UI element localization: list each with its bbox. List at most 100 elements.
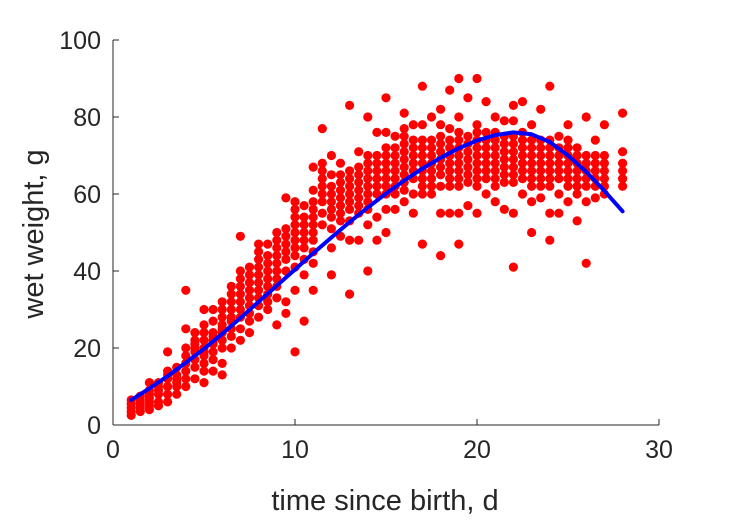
- data-point: [190, 328, 200, 338]
- data-point: [326, 197, 336, 207]
- data-point: [326, 181, 336, 191]
- data-point: [217, 320, 227, 330]
- data-point: [363, 266, 373, 276]
- x-tick-label: 20: [463, 436, 491, 464]
- data-point: [426, 112, 437, 122]
- data-point: [599, 158, 610, 168]
- data-point: [235, 289, 245, 299]
- data-point: [563, 166, 573, 176]
- data-point: [381, 166, 391, 176]
- data-point: [499, 170, 509, 180]
- data-point: [272, 293, 282, 303]
- data-point: [345, 100, 355, 110]
- data-point: [244, 262, 255, 272]
- data-point: [345, 197, 355, 207]
- data-point: [408, 189, 418, 199]
- data-point: [436, 170, 446, 180]
- data-point: [490, 174, 500, 184]
- data-point: [545, 166, 555, 176]
- data-point: [135, 406, 145, 417]
- data-point: [426, 174, 437, 184]
- data-point: [254, 312, 264, 322]
- data-point: [454, 174, 464, 184]
- data-point: [208, 316, 218, 326]
- data-point: [244, 328, 255, 338]
- data-point: [490, 143, 500, 153]
- data-point: [244, 278, 255, 288]
- data-point: [554, 208, 564, 218]
- data-point: [563, 181, 573, 191]
- data-point: [290, 243, 300, 253]
- data-point: [335, 208, 346, 218]
- data-point: [454, 150, 464, 161]
- data-point: [426, 181, 437, 191]
- data-point: [335, 185, 346, 195]
- data-point: [363, 112, 373, 122]
- y-axis-label: wet weight, g: [18, 149, 50, 319]
- data-point: [572, 174, 582, 184]
- data-point: [481, 97, 491, 107]
- data-point: [281, 193, 291, 203]
- data-point: [208, 355, 218, 365]
- data-point: [563, 143, 573, 153]
- data-point: [481, 189, 491, 199]
- data-point: [308, 220, 318, 230]
- data-point: [181, 285, 191, 295]
- data-point: [326, 212, 336, 222]
- data-point: [226, 331, 236, 341]
- data-point: [308, 204, 318, 214]
- data-point: [426, 166, 437, 176]
- data-point: [372, 212, 382, 222]
- data-point: [226, 343, 236, 353]
- data-point: [244, 316, 255, 326]
- data-point: [581, 150, 591, 161]
- data-point: [472, 181, 482, 191]
- data-point: [417, 239, 427, 249]
- data-point: [317, 189, 327, 199]
- data-point: [508, 208, 518, 218]
- data-point: [517, 158, 528, 168]
- data-point: [372, 235, 382, 245]
- data-point: [445, 135, 455, 145]
- data-point: [499, 204, 509, 214]
- data-point: [536, 181, 546, 191]
- data-point: [281, 224, 291, 234]
- data-point: [163, 397, 173, 407]
- data-point: [454, 239, 464, 249]
- data-point: [281, 297, 291, 307]
- data-point: [508, 262, 518, 272]
- data-point: [545, 208, 555, 218]
- data-point: [363, 174, 373, 184]
- data-point: [527, 181, 537, 191]
- data-point: [326, 243, 336, 253]
- data-point: [244, 285, 255, 295]
- data-point: [317, 174, 327, 184]
- data-point: [345, 204, 355, 214]
- data-point: [354, 147, 364, 157]
- data-point: [472, 127, 482, 137]
- data-point: [308, 258, 318, 268]
- data-point: [517, 166, 528, 176]
- data-point: [490, 197, 500, 207]
- data-point: [263, 239, 273, 249]
- data-point: [290, 235, 300, 245]
- data-point: [244, 270, 255, 280]
- data-point: [408, 208, 418, 218]
- data-point: [335, 158, 346, 168]
- data-point: [199, 378, 209, 388]
- data-point: [527, 197, 537, 207]
- data-point: [436, 139, 446, 149]
- data-point: [390, 143, 400, 153]
- data-point: [254, 247, 264, 257]
- data-point: [408, 143, 418, 153]
- data-point: [599, 166, 610, 176]
- data-point: [372, 150, 382, 161]
- data-point: [372, 174, 382, 184]
- data-point: [463, 170, 473, 180]
- data-point: [326, 189, 336, 199]
- data-point: [545, 235, 555, 245]
- data-point: [190, 335, 200, 345]
- data-point: [490, 166, 500, 176]
- data-point: [517, 143, 528, 153]
- data-point: [527, 158, 537, 168]
